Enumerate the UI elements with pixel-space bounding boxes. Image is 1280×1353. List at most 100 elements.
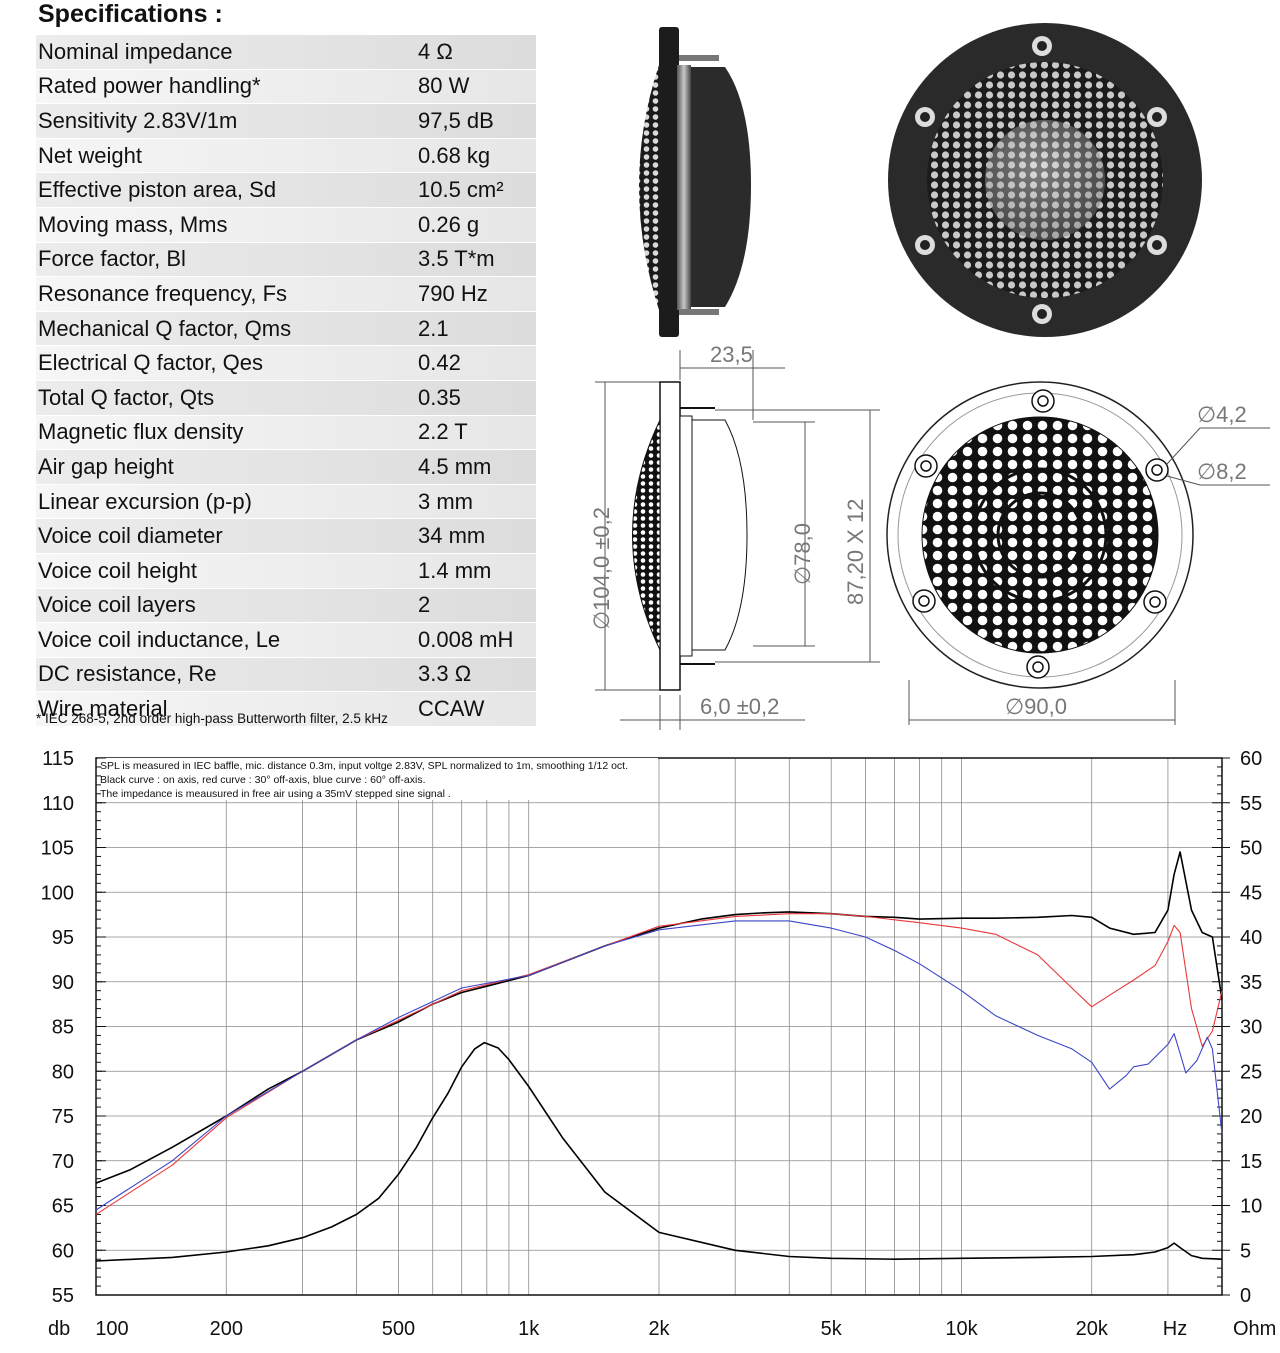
spec-name: Wire material <box>38 696 168 722</box>
right-tick-label: 25 <box>1240 1061 1262 1083</box>
right-tick-label: 55 <box>1240 793 1262 815</box>
front-technical-drawing: ∅4,2 ∅8,2 ∅90,0 <box>886 381 1270 725</box>
impedance-curve <box>95 1041 1223 1262</box>
right-tick-label: 35 <box>1240 972 1262 994</box>
spec-row: Rated power handling* 80 W <box>36 69 536 105</box>
specifications-title: Specifications : <box>38 0 223 28</box>
x-tick-label: 20k <box>1076 1318 1109 1340</box>
x-tick-label: 10k <box>945 1318 978 1340</box>
side-view-photo <box>639 27 751 337</box>
spec-row: Net weight 0.68 kg <box>36 138 536 174</box>
chart-note: Black curve : on axis, red curve : 30° o… <box>100 774 426 786</box>
spec-name: Voice coil layers <box>38 592 196 618</box>
spec-row: Mechanical Q factor, Qms 2.1 <box>36 311 536 347</box>
right-tick-label: 5 <box>1240 1240 1251 1262</box>
spec-value: 2 <box>418 592 431 618</box>
dome-diameter-dimension: ∅78,0 <box>790 523 815 585</box>
outer-diameter-dimension: ∅104,0 ±0,2 <box>589 507 614 630</box>
spec-value: 4.5 mm <box>418 453 492 479</box>
spec-row: Nominal impedance 4 Ω <box>36 35 536 70</box>
small-hole-dimension: ∅4,2 <box>1197 402 1247 427</box>
spec-name: Nominal impedance <box>38 38 233 64</box>
large-hole-dimension: ∅8,2 <box>1197 459 1247 484</box>
spec-name: Effective piston area, Sd <box>38 177 277 203</box>
spec-row: Effective piston area, Sd 10.5 cm² <box>36 173 536 208</box>
spec-row: Air gap height 4.5 mm <box>36 450 536 485</box>
spec-value: 2.1 <box>418 315 449 341</box>
spec-value: 1.4 mm <box>418 557 492 583</box>
spec-name: Resonance frequency, Fs <box>38 280 288 306</box>
right-tick-label: 30 <box>1240 1017 1262 1039</box>
spec-row: Total Q factor, Qts 0.35 <box>36 380 536 416</box>
spec-value: 3.3 Ω <box>418 661 472 687</box>
left-tick-label: 100 <box>41 882 74 904</box>
chart-note: SPL is measured in IEC baffle, mic. dist… <box>100 760 628 772</box>
chart-grid <box>96 757 1222 1296</box>
depth-dimension: 23,5 <box>710 342 753 367</box>
spec-value: 4 Ω <box>418 38 453 64</box>
x-tick-label: 2k <box>648 1318 670 1340</box>
x-tick-label: 100 <box>95 1318 128 1340</box>
spec-value: 790 Hz <box>418 280 488 306</box>
spec-row: Voice coil diameter 34 mm <box>36 519 536 554</box>
spec-name: Rated power handling* <box>38 73 261 99</box>
spec-name: Total Q factor, Qts <box>38 384 215 410</box>
spec-row: Voice coil layers 2 <box>36 588 536 624</box>
x-tick-label: 1k <box>518 1318 540 1340</box>
right-tick-label: 20 <box>1240 1106 1262 1128</box>
spec-value: 2.2 T <box>418 419 468 445</box>
spec-name: Moving mass, Mms <box>38 211 228 237</box>
left-tick-label: 95 <box>52 927 74 949</box>
x-tick-label: 5k <box>821 1318 843 1340</box>
spec-name: Net weight <box>38 142 142 168</box>
spec-name: Sensitivity 2.83V/1m <box>38 107 238 133</box>
spec-name: Magnetic flux density <box>38 419 244 445</box>
spec-value: 97,5 dB <box>418 107 494 133</box>
left-axis-unit: db <box>48 1318 70 1340</box>
spec-value: 0.26 g <box>418 211 480 237</box>
spec-row: Wire material CCAW <box>36 692 536 727</box>
spec-row: Electrical Q factor, Qes 0.42 <box>36 346 536 381</box>
spec-name: Air gap height <box>38 453 174 479</box>
left-tick-label: 70 <box>52 1151 74 1173</box>
spec-value: 0.008 mH <box>418 626 514 652</box>
chart-ticks: 55 60 65 70 75 80 85 90 95 100 105 110 115 0 5 10 15 20 25… <box>41 748 1277 1340</box>
off-axis-60-spl-curve <box>95 920 1223 1211</box>
flange-thickness-dimension: 6,0 ±0,2 <box>700 694 779 719</box>
mount-holes-dimension: 87,20 X 12 <box>843 499 868 605</box>
left-tick-label: 65 <box>52 1196 74 1218</box>
spec-row: Resonance frequency, Fs 790 Hz <box>36 277 536 312</box>
left-tick-label: 115 <box>42 748 74 770</box>
chart-notes: SPL is measured in IEC baffle, mic. dist… <box>98 758 658 800</box>
spec-row: Voice coil inductance, Le 0.008 mH <box>36 623 536 658</box>
x-tick-label: 500 <box>382 1318 415 1340</box>
spec-name: DC resistance, Re <box>38 661 217 687</box>
spec-name: Electrical Q factor, Qes <box>38 350 263 376</box>
spec-value: 0.35 <box>418 384 461 410</box>
right-tick-label: 45 <box>1240 882 1262 904</box>
right-axis-unit: Ohm <box>1233 1318 1276 1340</box>
specifications-table: Nominal impedance 4 Ω Rated power handling… <box>36 35 536 727</box>
spec-row: Voice coil height 1.4 mm <box>36 553 536 589</box>
frequency-response-chart: SPL is measured in IEC baffle, mic. dist… <box>41 748 1277 1340</box>
spec-row: Magnetic flux density 2.2 T <box>36 415 536 451</box>
front-view-photo <box>888 23 1202 337</box>
off-axis-30-spl-curve <box>95 913 1223 1215</box>
right-tick-label: 40 <box>1240 927 1262 949</box>
spec-name: Voice coil inductance, Le <box>38 626 281 652</box>
left-tick-label: 80 <box>52 1061 74 1083</box>
left-tick-label: 55 <box>52 1285 74 1307</box>
spec-value: 80 W <box>418 73 470 99</box>
right-tick-label: 15 <box>1240 1151 1262 1173</box>
spec-row: Linear excursion (p-p) 3 mm <box>36 484 536 520</box>
left-tick-label: 105 <box>41 838 74 860</box>
front-diameter-dimension: ∅90,0 <box>1005 694 1067 719</box>
spec-value: 3.5 T*m <box>418 246 495 272</box>
spec-row: Force factor, Bl 3.5 T*m <box>36 242 536 278</box>
spec-value: CCAW <box>418 696 485 722</box>
right-tick-label: 10 <box>1240 1196 1262 1218</box>
notes-background <box>98 758 658 800</box>
specifications-footnote: * IEC 268-5, 2nd order high-pass Butterw… <box>36 711 388 726</box>
spec-value: 34 mm <box>418 523 486 549</box>
left-tick-label: 60 <box>52 1240 74 1262</box>
